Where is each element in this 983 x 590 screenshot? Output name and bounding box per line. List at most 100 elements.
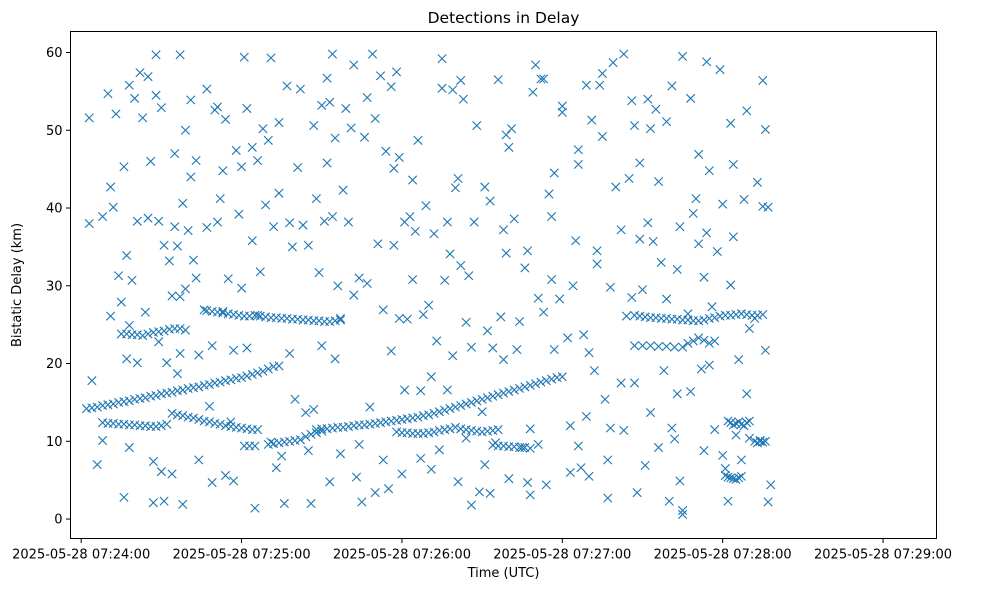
data-point-x-marker [485,488,495,498]
data-point-x-marker [573,159,583,170]
data-point-x-marker [335,449,346,459]
data-point-x-marker [97,211,108,222]
data-point-x-marker [504,386,514,397]
data-point-x-marker [301,407,311,418]
data-point-x-marker [675,222,685,232]
data-point-x-marker [509,385,519,395]
data-point-x-marker [509,214,519,224]
data-point-x-marker [541,480,551,490]
data-point-x-marker [354,273,364,283]
data-point-x-marker [702,228,712,238]
data-point-x-marker [461,433,471,443]
data-point-x-marker [207,341,217,351]
data-point-x-marker [391,67,402,77]
data-point-x-marker [477,407,487,417]
data-point-x-marker [493,425,503,435]
data-point-x-marker [322,73,332,83]
data-point-x-marker [715,65,725,75]
data-point-x-marker [92,460,102,470]
data-point-x-marker [651,104,661,114]
data-point-x-marker [600,394,610,404]
data-point-x-marker [645,341,656,351]
data-point-x-marker [178,385,188,395]
data-point-x-marker [440,275,450,285]
data-point-x-marker [619,425,629,436]
data-point-x-marker [739,194,749,205]
data-point-x-marker [159,326,169,336]
data-point-x-marker [696,364,706,374]
data-point-x-marker [175,292,185,302]
data-point-x-marker [744,416,754,426]
data-point-x-marker [597,131,607,142]
data-point-x-marker [464,271,474,281]
data-point-x-marker [194,455,204,465]
data-point-x-marker [461,399,471,409]
data-point-x-marker [659,365,669,376]
data-point-x-marker [106,311,116,321]
data-point-x-marker [271,463,281,473]
data-point-x-marker [429,427,439,437]
data-point-x-marker [204,379,215,390]
data-point-x-marker [143,213,153,223]
data-point-x-marker [148,456,158,467]
data-point-x-marker [742,418,752,428]
data-point-x-marker [723,416,733,426]
y-axis-label: Bistatic Delay (km) [10,223,25,347]
data-point-x-marker [731,474,741,484]
data-point-x-marker [450,422,460,432]
data-point-x-marker [389,240,399,250]
data-point-x-marker [253,155,263,166]
data-point-x-marker [202,84,212,94]
data-point-x-marker [236,372,247,383]
data-point-x-marker [303,446,313,456]
data-point-x-marker [760,436,771,446]
data-point-x-marker [282,81,292,91]
data-point-x-marker [397,469,407,479]
data-point-x-marker [124,320,134,331]
data-point-x-marker [530,60,541,70]
data-point-x-marker [175,348,185,359]
data-point-x-marker [212,102,223,112]
data-point-x-marker [734,473,744,483]
data-point-x-marker [573,145,583,155]
data-point-x-marker [434,445,444,455]
data-point-x-marker [188,255,199,265]
data-point-x-marker [528,87,538,97]
data-point-x-marker [322,158,332,168]
data-point-x-marker [498,388,509,398]
data-point-x-marker [362,278,372,289]
data-point-x-marker [239,52,249,62]
data-point-x-marker [605,282,616,292]
data-point-x-marker [710,425,720,435]
data-point-x-marker [317,341,327,351]
data-point-x-marker [405,211,415,222]
data-point-x-marker [525,380,535,390]
data-point-x-marker [135,68,145,78]
data-point-x-marker [228,345,239,355]
data-point-x-marker [704,360,714,370]
data-point-x-marker [752,177,763,187]
data-point-x-marker [624,173,634,184]
data-point-x-marker [581,411,591,422]
data-point-x-marker [731,430,741,440]
data-point-x-marker [215,194,225,204]
data-point-x-marker [178,198,188,208]
data-point-x-marker [183,225,193,236]
data-point-x-marker [170,148,180,159]
data-point-x-marker [616,225,626,235]
data-point-x-marker [325,97,335,107]
data-point-x-marker [640,460,650,470]
data-point-x-marker [512,344,522,355]
data-point-x-marker [116,297,126,307]
data-point-x-marker [357,497,367,507]
data-point-x-marker [175,323,185,334]
data-point-x-marker [207,477,217,488]
data-point-x-marker [653,176,664,187]
plot-frame [70,31,937,539]
data-point-x-marker [156,421,166,431]
data-point-x-marker [661,341,672,352]
data-point-x-marker [154,337,164,347]
data-point-x-marker [619,49,629,59]
data-point-x-marker [686,386,696,397]
data-point-x-marker [466,342,477,352]
